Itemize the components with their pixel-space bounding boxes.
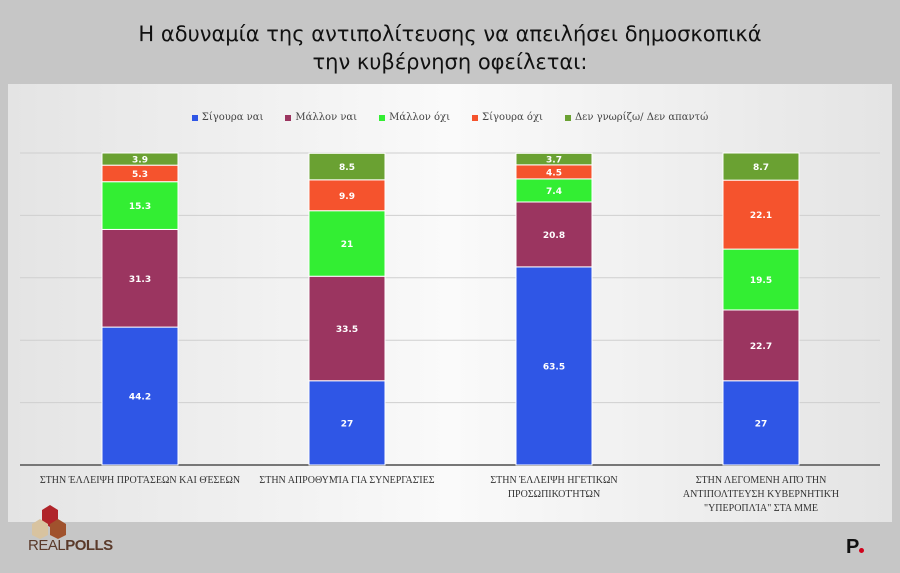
legend-swatch [564,114,571,121]
category-label: ΣΤΗΝ ΛΕΓΟΜΕΝΗ ΑΠΌ ΤΗΝ ΑΝΤΙΠΟΛΊΤΕΥΣΗ ΚΥΒΕΡ… [651,474,871,516]
bar-segment [515,266,593,466]
category-label-line: ΣΤΗΝ ΈΛΛΕΙΨΗ ΠΡΟΤΆΣΕΩΝ ΚΑΙ ΘΈΣΕΩΝ [39,475,241,486]
data-label: 3.9 [132,156,148,166]
data-label: 20.8 [543,231,565,241]
data-label: 19.5 [750,276,772,286]
data-label: 33.5 [336,325,358,335]
category-label-line: ΣΤΗΝ ΛΕΓΟΜΕΝΗ ΑΠΌ ΤΗΝ [695,475,827,486]
bar-segment [515,152,593,166]
bar-segment [308,179,386,212]
legend-label: Σίγουρα ναι [201,112,264,123]
category-label-line: "ΥΠΕΡΟΠΛΊΑ" ΣΤΑ ΜΜΕ [704,503,818,514]
category-label: ΣΤΗΝ ΈΛΛΕΙΨΗ ΗΓΕΤΙΚΩΝ ΠΡΟΣΩΠΙΚΟΤΉΤΩΝ [444,474,664,502]
data-label: 3.7 [546,156,562,166]
data-label: 21 [341,240,354,250]
legend-item: Σίγουρα όχι [472,112,543,123]
bar-segment [308,210,386,277]
legend-label: Σίγουρα όχι [482,112,543,123]
bar-segment [515,201,593,268]
category-label-line: ΑΝΤΙΠΟΛΊΤΕΥΣΗ ΚΥΒΕΡΝΗΤΙΚΉ [682,489,840,500]
data-label: 31.3 [129,275,151,285]
data-label: 9.9 [339,192,355,202]
data-label: 27 [341,419,354,429]
legend-swatch [285,114,292,121]
category-label-line: ΣΤΗΝ ΈΛΛΕΙΨΗ ΗΓΕΤΙΚΩΝ [490,475,618,486]
category-label: ΣΤΗΝ ΈΛΛΕΙΨΗ ΠΡΟΤΆΣΕΩΝ ΚΑΙ ΘΈΣΕΩΝ [30,474,250,488]
bar-segment [722,309,800,382]
legend-label: Μάλλον όχι [389,112,451,123]
data-label: 8.5 [339,163,355,173]
category-label-line: ΠΡΟΣΩΠΙΚΟΤΉΤΩΝ [507,489,601,500]
bar-segment [722,179,800,250]
legend-label: Δεν γνωρίζω/ Δεν απαντώ [574,112,709,123]
category-label-line: ΣΤΗΝ ΑΠΡΟΘΥΜΊΑ ΓΙΑ ΣΥΝΕΡΓΑΣΊΕΣ [259,475,435,486]
legend-item: Σίγουρα ναι [191,112,264,123]
data-label: 7.4 [546,187,562,197]
realpolls-logo-text: REALPOLLS [28,537,113,554]
data-label: 8.7 [753,163,769,173]
legend-item: Μάλλον όχι [379,112,450,123]
bar-segment [308,275,386,382]
chart-title: Η αδυναμία της αντιπολίτευσης να απειλήσ… [138,22,762,74]
bar-segment [722,152,800,181]
data-label: 4.5 [546,168,562,178]
legend-swatch [379,114,386,121]
legend: Σίγουρα ναι Μάλλον ναι Μάλλον όχι Σίγουρα ό… [0,112,900,123]
legend-item: Δεν γνωρίζω/ Δεν απαντώ [564,112,709,123]
realpolls-logo [28,505,78,543]
p-logo: P [846,536,865,559]
data-label: 44.2 [129,393,151,403]
bar-segment [308,380,386,466]
legend-swatch [472,114,479,121]
data-label: 22.7 [750,342,772,352]
data-label: 15.3 [129,202,151,212]
legend-item: Μάλλον ναι [285,112,357,123]
legend-swatch [191,114,198,121]
bar-segment [101,152,179,166]
category-label: ΣΤΗΝ ΑΠΡΟΘΥΜΊΑ ΓΙΑ ΣΥΝΕΡΓΑΣΊΕΣ [237,474,457,488]
bar-segment [308,152,386,181]
bar-segment [101,181,179,230]
data-label: 22.1 [750,211,772,221]
data-label: 5.3 [132,170,148,180]
legend-label: Μάλλον ναι [295,112,358,123]
bar-segment [101,326,179,466]
data-label: 27 [755,419,768,429]
bar-segment [101,228,179,328]
data-label: 63.5 [543,362,565,372]
